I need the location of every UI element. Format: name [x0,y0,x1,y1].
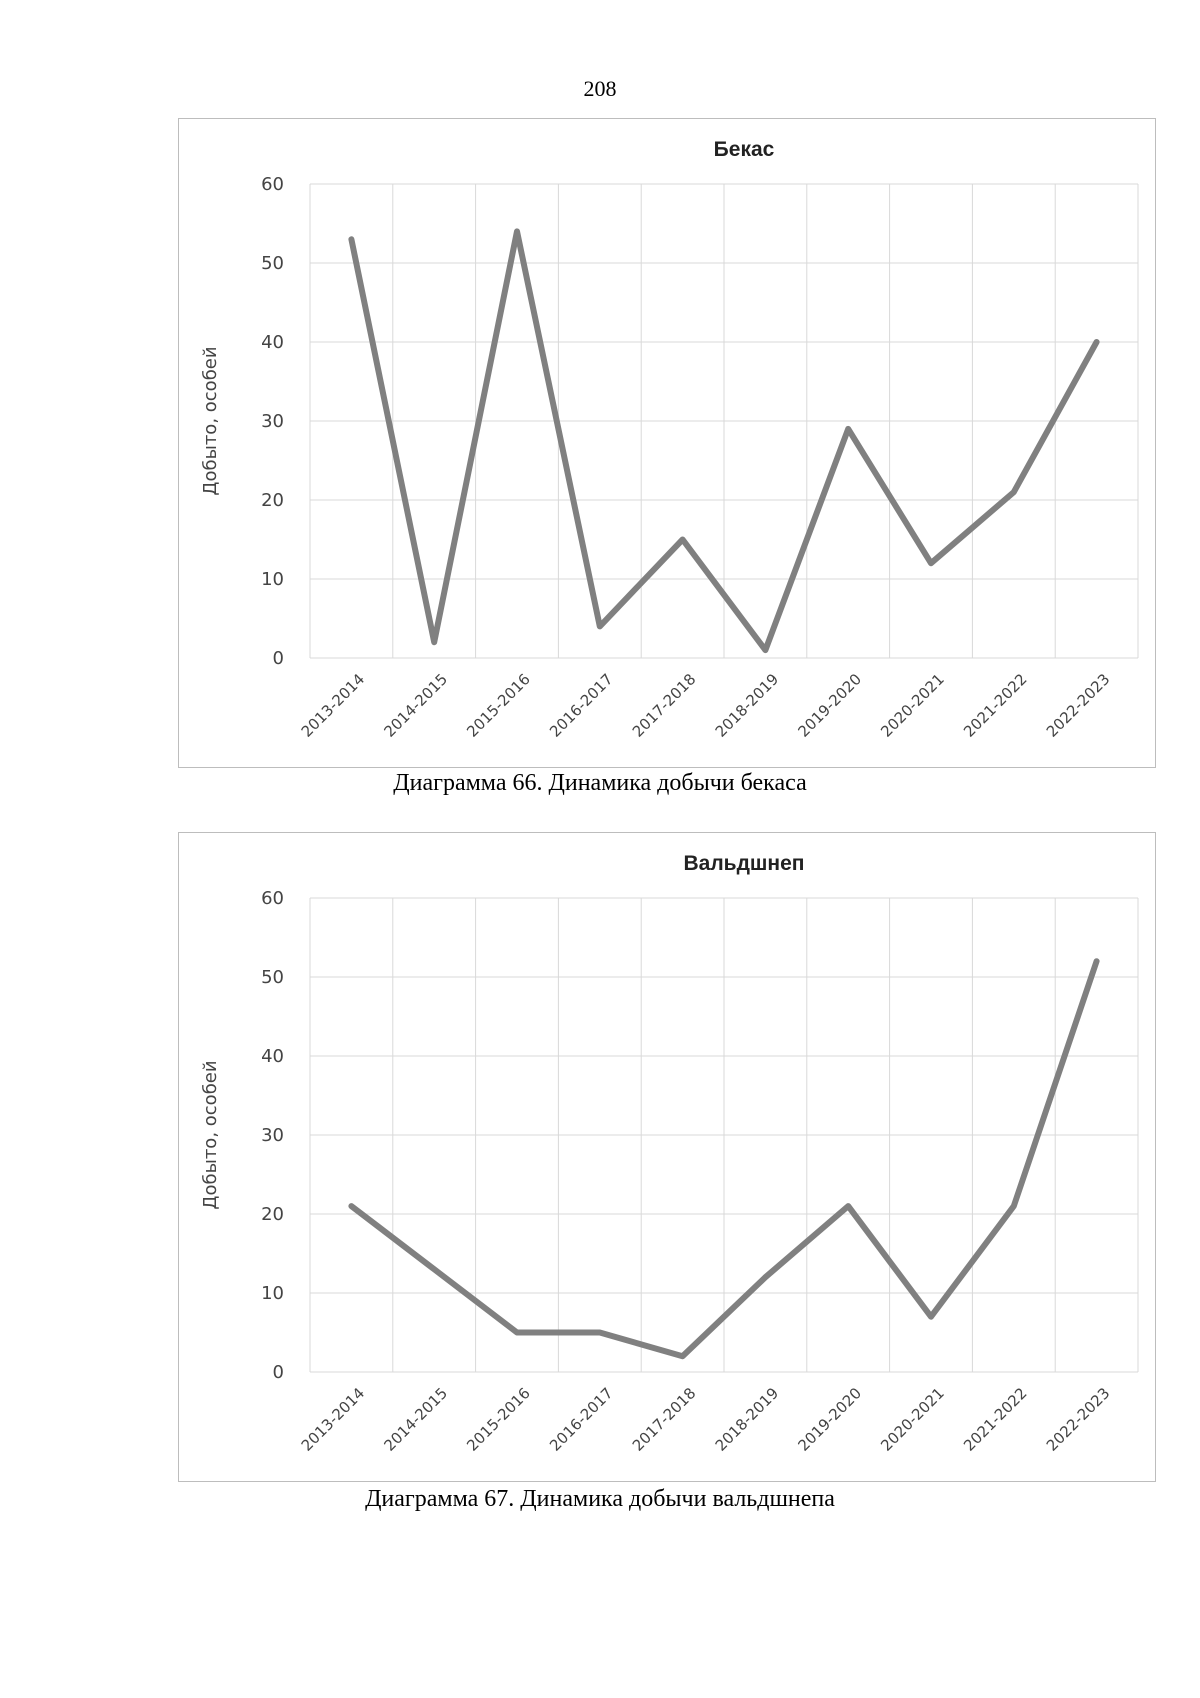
x-tick-label: 2021-2022 [960,1384,1031,1455]
data-point [1094,339,1100,345]
x-tick-label: 2018-2019 [712,1384,783,1455]
series-line [348,958,1100,1360]
x-tick-label: 2018-2019 [712,670,783,741]
y-axis-label: Добыто, особей [200,1060,221,1209]
y-tick-label: 20 [261,1204,284,1225]
x-tick-label: 2020-2021 [877,1384,948,1455]
x-tick-label: 2019-2020 [794,1384,865,1455]
chart-snipe-plot: Бекас Добыто, особей 0 10 20 30 40 50 60 2013-201… [200,138,1139,741]
y-tick-label: 20 [261,490,284,511]
x-tick-label: 2022-2023 [1043,670,1114,741]
page-number: 208 [583,76,617,101]
chart-title: Вальдшнеп [684,852,805,875]
data-point [845,426,851,432]
chart-title: Бекас [714,138,775,161]
chart-woodcock-plot: Вальдшнеп Добыто, особей 0 10 20 30 40 50 60 2013… [200,852,1139,1455]
x-tick-label: 2017-2018 [629,1384,700,1455]
data-point [1011,1203,1017,1209]
x-tick-label: 2020-2021 [877,670,948,741]
y-tick-label: 40 [261,1046,284,1067]
y-tick-label: 50 [261,253,284,274]
x-tick-label: 2016-2017 [546,670,617,741]
data-point [514,1330,520,1335]
x-tick-label: 2014-2015 [380,670,451,741]
x-tick-label: 2014-2015 [380,1384,451,1455]
y-tick-label: 40 [261,332,284,353]
y-tick-label: 10 [261,1283,284,1304]
y-tick-label: 30 [261,411,284,432]
chart-frame [178,832,1156,1482]
data-point [1094,958,1100,964]
data-point [680,537,686,542]
data-point [762,1274,768,1280]
data-point [514,228,520,234]
data-point [431,1266,437,1272]
x-tick-label: 2017-2018 [629,670,700,741]
x-tick-label: 2015-2016 [463,670,534,741]
x-tick-label: 2021-2022 [960,670,1031,741]
chart-woodcock: Вальдшнеп Добыто, особей 0 10 20 30 40 50 60 2013… [178,832,1158,1492]
data-point [348,1203,354,1209]
y-tick-label: 60 [261,174,284,195]
y-tick-label: 50 [261,967,284,988]
x-tick-label: 2019-2020 [794,670,865,741]
y-tick-label: 0 [273,648,284,669]
x-tick-label: 2013-2014 [298,670,369,741]
y-tick-label: 0 [273,1362,284,1383]
chart-frame [178,118,1156,768]
series-line [348,228,1100,654]
data-point [680,1353,686,1359]
y-tick-label: 60 [261,888,284,909]
data-point [845,1203,851,1209]
data-point [928,560,934,566]
x-tick-label: 2015-2016 [463,1384,534,1455]
data-point [1011,489,1017,495]
chart-snipe: Бекас Добыто, особей 0 10 20 30 40 50 60 2013-201… [178,118,1158,778]
data-point [431,639,437,645]
data-point [597,623,603,629]
data-point [348,236,354,242]
chart-caption-66: Диаграмма 66. Динамика добычи бекаса [393,770,807,796]
data-point [762,647,768,653]
y-axis-label: Добыто, особей [200,346,221,495]
data-point [928,1314,934,1320]
y-tick-label: 30 [261,1125,284,1146]
x-tick-label: 2022-2023 [1043,1384,1114,1455]
y-tick-label: 10 [261,569,284,590]
x-tick-label: 2016-2017 [546,1384,617,1455]
data-point [597,1330,603,1335]
chart-caption-67: Диаграмма 67. Динамика добычи вальдшнепа [365,1486,835,1512]
x-tick-label: 2013-2014 [298,1384,369,1455]
